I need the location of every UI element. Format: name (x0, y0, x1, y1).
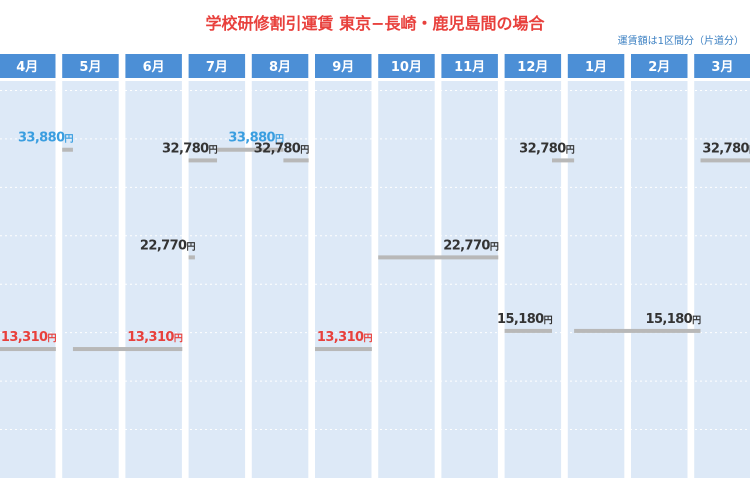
month-column-1 (0, 81, 56, 478)
month-header-2 (62, 54, 119, 78)
value-label: 33,880円 (18, 131, 74, 146)
value-number: 15,180 (497, 312, 544, 327)
month-header-11 (631, 54, 688, 78)
value-label: 32,780円 (162, 141, 218, 156)
month-column-7 (378, 81, 435, 478)
value-number: 13,310 (127, 330, 174, 345)
month-header-1 (0, 54, 56, 78)
month-column-6 (315, 81, 372, 478)
fare-segment (188, 158, 218, 163)
fare-segment (62, 147, 73, 152)
month-header-6 (315, 54, 372, 78)
month-header-8 (441, 54, 498, 78)
value-number: 33,880 (228, 131, 275, 146)
month-header-5 (251, 54, 309, 78)
month-columns: 4月 5月 6月 7月 8月 9月 10月 11月 12月 1月 2月 3月 (0, 54, 750, 478)
month-header-3 (125, 54, 182, 78)
month-column-12 (694, 81, 750, 478)
value-number: 15,180 (646, 312, 693, 327)
yen-unit: 円 (65, 134, 74, 145)
month-label-3: 6月 (143, 60, 165, 75)
month-header-7 (378, 54, 435, 78)
value-label: 13,310円 (317, 330, 373, 345)
value-label: 15,180円 (646, 312, 702, 327)
value-number: 13,310 (1, 330, 48, 345)
yen-unit: 円 (692, 315, 701, 326)
value-label: 32,780円 (519, 141, 575, 156)
yen-unit: 円 (47, 333, 56, 344)
month-label-8: 11月 (454, 60, 485, 75)
fare-segment (0, 347, 56, 352)
yen-unit: 円 (300, 144, 309, 155)
month-label-12: 3月 (711, 60, 733, 75)
value-label: 22,770円 (443, 238, 499, 253)
value-number: 32,780 (162, 141, 209, 156)
yen-unit: 円 (187, 241, 196, 252)
value-number: 13,310 (317, 330, 364, 345)
yen-unit: 円 (544, 315, 553, 326)
yen-unit: 円 (209, 144, 218, 155)
month-label-6: 9月 (332, 60, 354, 75)
fare-segment (574, 328, 701, 333)
month-column-9 (504, 81, 562, 478)
month-label-7: 10月 (391, 60, 422, 75)
yen-unit: 円 (363, 333, 372, 344)
month-column-10 (567, 81, 625, 478)
month-label-1: 4月 (16, 60, 38, 75)
value-label: 32,780円 (702, 141, 750, 156)
month-header-12 (694, 54, 750, 78)
fare-segment (283, 158, 309, 163)
month-label-10: 1月 (585, 60, 607, 75)
month-column-5 (251, 81, 309, 478)
value-labels: 13,310円 13,310円33,880円32,780円22,770円33,88… (1, 131, 750, 345)
month-header-10 (567, 54, 625, 78)
fare-note: 運賃額は1区間分（片道分） (618, 34, 744, 47)
yen-unit: 円 (174, 333, 183, 344)
yen-unit: 円 (490, 241, 499, 252)
yen-unit: 円 (275, 134, 284, 145)
fare-segment (504, 328, 552, 333)
month-column-2 (62, 81, 119, 478)
fare-segment (315, 347, 372, 352)
value-number: 32,780 (702, 141, 749, 156)
value-label: 15,180円 (497, 312, 553, 327)
month-label-2: 5月 (79, 60, 101, 75)
month-column-3 (125, 81, 182, 478)
value-number: 32,780 (519, 141, 566, 156)
month-column-8 (441, 81, 498, 478)
value-label: 13,310円 (127, 330, 183, 345)
month-label-4: 7月 (206, 60, 228, 75)
month-header-9 (504, 54, 562, 78)
fare-segments (0, 147, 750, 352)
value-number: 22,770 (443, 238, 490, 253)
value-number: 22,770 (140, 238, 187, 253)
yen-unit: 円 (566, 144, 575, 155)
month-column-4 (188, 81, 246, 478)
fare-segment (700, 158, 750, 163)
fare-segment (552, 158, 575, 163)
month-column-11 (631, 81, 688, 478)
value-label: 33,880円 (228, 131, 284, 146)
value-label: 22,770円 (140, 238, 196, 253)
month-label-9: 12月 (517, 60, 548, 75)
fare-segment (217, 147, 284, 152)
month-label-11: 2月 (648, 60, 670, 75)
value-label: 32,780円 (254, 141, 310, 156)
month-label-5: 8月 (269, 60, 291, 75)
value-number: 32,780 (254, 141, 301, 156)
chart-title: 学校研修割引運賃 東京−長崎・鹿児島間の場合 (206, 14, 546, 33)
yen-unit: 円 (749, 144, 750, 155)
fare-segment (72, 347, 183, 352)
fare-segment (188, 255, 195, 260)
value-label: 13,310円 (1, 330, 57, 345)
month-header-4 (188, 54, 246, 78)
value-number: 33,880 (18, 131, 65, 146)
fare-segment (378, 255, 499, 260)
